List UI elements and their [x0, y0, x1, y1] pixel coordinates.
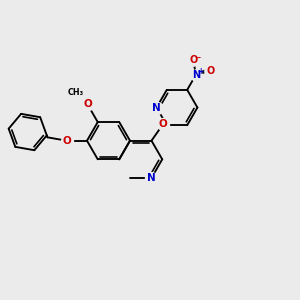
Text: N: N — [147, 173, 156, 183]
Text: O: O — [189, 55, 197, 65]
Text: O: O — [83, 99, 92, 110]
Text: CH₃: CH₃ — [68, 88, 84, 97]
Text: N: N — [152, 103, 161, 112]
Text: −: − — [195, 53, 201, 62]
Text: O: O — [206, 66, 214, 76]
Text: +: + — [197, 67, 203, 76]
Text: O: O — [159, 119, 168, 129]
Text: N: N — [192, 70, 200, 80]
Text: O: O — [62, 136, 71, 146]
